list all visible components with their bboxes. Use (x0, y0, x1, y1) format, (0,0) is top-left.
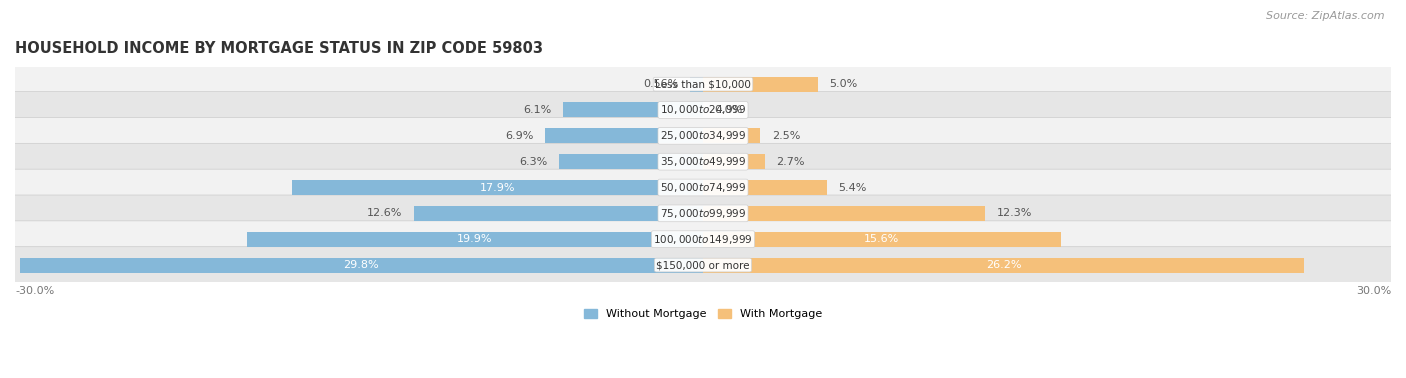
Text: 17.9%: 17.9% (479, 183, 516, 192)
Text: -30.0%: -30.0% (15, 286, 55, 296)
FancyBboxPatch shape (8, 91, 1398, 129)
Text: 12.3%: 12.3% (997, 208, 1032, 218)
Text: 5.4%: 5.4% (838, 183, 866, 192)
Text: Source: ZipAtlas.com: Source: ZipAtlas.com (1267, 11, 1385, 21)
Bar (246, 232, 703, 247)
Text: 15.6%: 15.6% (865, 234, 900, 244)
Text: $75,000 to $99,999: $75,000 to $99,999 (659, 207, 747, 220)
Bar (703, 154, 765, 169)
Text: 2.5%: 2.5% (772, 131, 800, 141)
Text: 0.56%: 0.56% (644, 79, 679, 89)
Bar (703, 77, 818, 91)
Bar (20, 257, 703, 273)
Text: 6.1%: 6.1% (523, 105, 551, 115)
Text: $100,000 to $149,999: $100,000 to $149,999 (654, 233, 752, 246)
Text: 12.6%: 12.6% (367, 208, 402, 218)
Text: 19.9%: 19.9% (457, 234, 492, 244)
Text: 26.2%: 26.2% (986, 260, 1021, 270)
Bar (703, 129, 761, 143)
FancyBboxPatch shape (8, 66, 1398, 102)
Bar (690, 77, 703, 91)
FancyBboxPatch shape (8, 247, 1398, 284)
FancyBboxPatch shape (8, 143, 1398, 180)
FancyBboxPatch shape (8, 195, 1398, 232)
Text: 6.9%: 6.9% (505, 131, 533, 141)
Bar (544, 129, 703, 143)
Text: $10,000 to $24,999: $10,000 to $24,999 (659, 104, 747, 116)
Bar (292, 180, 703, 195)
FancyBboxPatch shape (8, 169, 1398, 206)
Bar (564, 102, 703, 118)
Text: HOUSEHOLD INCOME BY MORTGAGE STATUS IN ZIP CODE 59803: HOUSEHOLD INCOME BY MORTGAGE STATUS IN Z… (15, 42, 543, 56)
FancyBboxPatch shape (8, 221, 1398, 257)
Text: $150,000 or more: $150,000 or more (657, 260, 749, 270)
Text: 6.3%: 6.3% (519, 156, 547, 167)
Text: $35,000 to $49,999: $35,000 to $49,999 (659, 155, 747, 168)
Text: 29.8%: 29.8% (343, 260, 380, 270)
Bar (413, 206, 703, 221)
Text: $25,000 to $34,999: $25,000 to $34,999 (659, 129, 747, 143)
Legend: Without Mortgage, With Mortgage: Without Mortgage, With Mortgage (579, 304, 827, 324)
Bar (703, 257, 1303, 273)
FancyBboxPatch shape (8, 118, 1398, 154)
Text: 30.0%: 30.0% (1355, 286, 1391, 296)
Text: 5.0%: 5.0% (830, 79, 858, 89)
Bar (558, 154, 703, 169)
Bar (703, 232, 1060, 247)
Text: 2.7%: 2.7% (776, 156, 804, 167)
Text: 0.0%: 0.0% (714, 105, 742, 115)
Text: $50,000 to $74,999: $50,000 to $74,999 (659, 181, 747, 194)
Text: Less than $10,000: Less than $10,000 (655, 79, 751, 89)
Bar (703, 206, 986, 221)
Bar (703, 180, 827, 195)
